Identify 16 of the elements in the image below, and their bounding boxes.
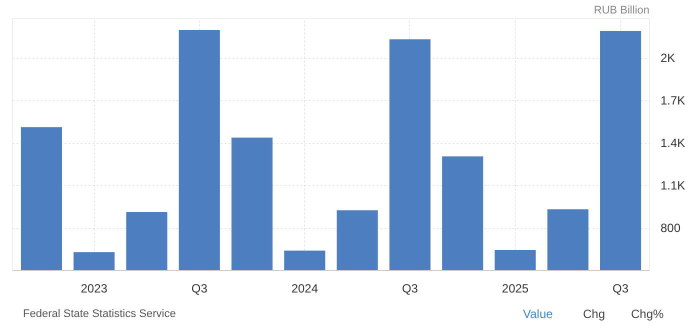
x-tick-label: Q3 <box>612 282 629 296</box>
y-tick-label: 1.7K <box>660 94 686 108</box>
x-tick-label: 2025 <box>502 282 529 296</box>
text: Chg <box>583 306 606 323</box>
x-tick-label: 2024 <box>291 282 318 296</box>
y-tick-label: 1.1K <box>660 178 686 193</box>
y-tick-label: 2K <box>660 51 676 66</box>
x-tick-label: 2023 <box>80 282 108 296</box>
x-tick-label: Q3 <box>402 282 418 296</box>
text: Federal State Statistics Service <box>23 307 176 322</box>
y-axis-title: RUB Billion <box>594 4 650 16</box>
y-tick-label: 800 <box>660 221 681 236</box>
x-tick-label: Q3 <box>191 282 208 296</box>
y-tick-label: 1.4K <box>660 136 686 150</box>
text: Value <box>523 306 553 323</box>
text: Chg% <box>631 306 664 323</box>
